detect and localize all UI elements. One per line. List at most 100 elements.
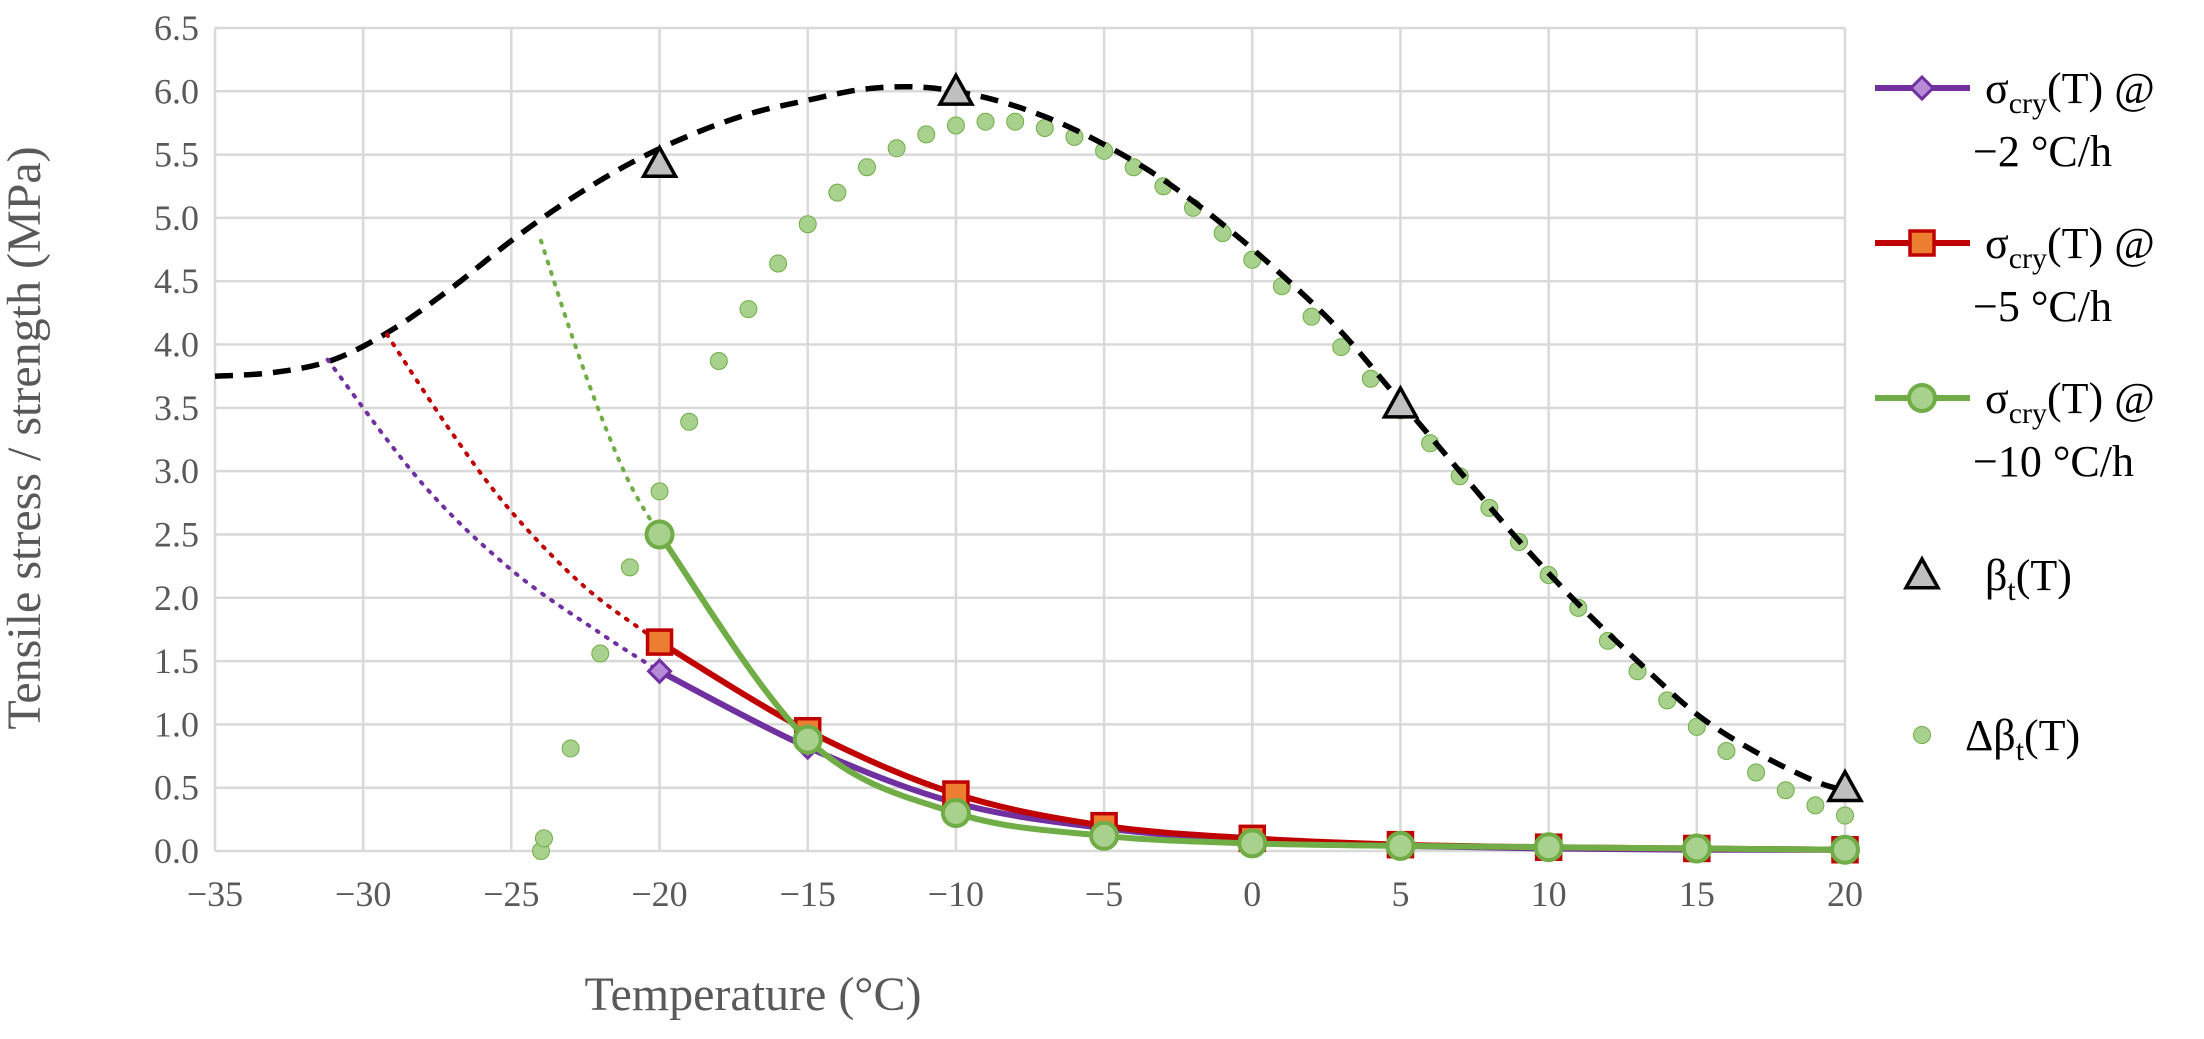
- delta-beta-point: [887, 139, 906, 158]
- extrapolation-line-green: [539, 238, 662, 537]
- delta-beta-point: [620, 558, 639, 577]
- y-tick-label: 0.0: [154, 831, 199, 871]
- sigma-point-green: [644, 519, 675, 550]
- beta-point: [936, 71, 975, 106]
- delta-beta-point: [1836, 806, 1854, 825]
- x-tick-label: −5: [1085, 874, 1123, 914]
- delta-beta-point: [1302, 307, 1321, 326]
- y-tick-label: 2.0: [154, 578, 199, 618]
- delta-beta-point: [1332, 338, 1351, 357]
- delta-beta-point: [561, 739, 580, 758]
- y-tick-label: 1.0: [154, 704, 199, 744]
- x-tick-label: −35: [187, 874, 243, 914]
- x-tick-label: −10: [928, 874, 984, 914]
- delta-beta-point: [798, 215, 817, 234]
- delta-beta-point: [769, 254, 788, 273]
- delta-beta-point: [976, 112, 995, 131]
- delta-beta-point: [1361, 369, 1380, 388]
- series-sigma-green: [644, 519, 1860, 865]
- x-axis-title: Temperature (°C): [584, 968, 921, 1021]
- x-tick-labels: −35 −30 −25 −20 −15 −10 −5 0 5 10 15 20: [187, 874, 1863, 914]
- delta-beta-point: [680, 412, 699, 431]
- y-tick-label: 3.5: [154, 388, 199, 428]
- legend-marker: [1908, 74, 1936, 102]
- y-tick-label: 3.0: [154, 451, 199, 491]
- legend-label-line2: −2 °C/h: [1973, 127, 2112, 176]
- sigma-point-green: [1385, 830, 1416, 861]
- legend-item-green: σcry(T) @ −10 °C/h: [1875, 374, 2155, 486]
- delta-beta-point: [858, 158, 876, 177]
- y-tick-label: 1.5: [154, 641, 199, 681]
- delta-beta-point: [828, 183, 847, 202]
- delta-beta-point: [946, 116, 965, 135]
- sigma-point-green: [1237, 828, 1268, 859]
- sigma-point-green: [1681, 833, 1712, 864]
- delta-beta-point: [1806, 796, 1825, 815]
- extrapolation-line-red: [384, 332, 662, 645]
- legend-label-line2: −5 °C/h: [1973, 282, 2112, 331]
- y-tick-label: 5.0: [154, 198, 199, 238]
- legend-marker: [1903, 555, 1941, 590]
- series-delta-beta: [532, 112, 1854, 860]
- x-tick-label: 0: [1243, 874, 1261, 914]
- beta-point: [1826, 768, 1864, 803]
- legend-marker: [1913, 726, 1931, 744]
- legend-marker: [1907, 383, 1937, 413]
- legend-item-delta-beta: Δβt(T): [1913, 711, 2080, 767]
- delta-beta-point: [1747, 763, 1766, 782]
- beta-point: [1381, 384, 1420, 419]
- delta-beta-point: [591, 644, 610, 663]
- sigma-point-green: [1089, 820, 1120, 851]
- x-tick-label: 20: [1827, 874, 1863, 914]
- y-tick-label: 4.5: [154, 261, 199, 301]
- series-beta: [214, 71, 1864, 803]
- x-tick-label: −20: [631, 874, 687, 914]
- delta-beta-point: [1687, 717, 1706, 736]
- sigma-point-green: [940, 798, 971, 829]
- x-tick-label: 15: [1679, 874, 1715, 914]
- y-tick-label: 0.5: [154, 768, 199, 808]
- x-tick-label: −30: [335, 874, 391, 914]
- y-tick-label: 5.5: [154, 135, 199, 175]
- y-tick-label: 6.0: [154, 71, 199, 111]
- y-axis-title: Tensile stress / strength (MPa): [0, 146, 51, 729]
- delta-beta-point: [1717, 741, 1736, 760]
- delta-beta-point: [534, 829, 553, 848]
- sigma-point-purple: [646, 658, 673, 685]
- x-tick-label: −15: [780, 874, 836, 914]
- beta-point: [640, 143, 679, 179]
- delta-beta-point: [1658, 691, 1677, 710]
- x-tick-label: 5: [1391, 874, 1409, 914]
- y-tick-label: 6.5: [154, 8, 199, 48]
- legend-label: σcry(T) @: [1985, 64, 2155, 120]
- legend-label: σcry(T) @: [1985, 374, 2155, 430]
- legend-item-purple: σcry(T) @ −2 °C/h: [1875, 64, 2155, 176]
- delta-beta-point: [1035, 119, 1054, 138]
- delta-beta-point: [650, 482, 669, 501]
- y-tick-label: 2.5: [154, 514, 199, 554]
- legend-item-beta: βt(T): [1903, 551, 2072, 607]
- grid: [213, 26, 1847, 853]
- delta-beta-point: [1006, 112, 1025, 131]
- delta-beta-point: [1776, 781, 1795, 800]
- extrapolation-line-purple: [325, 357, 662, 674]
- plot-area: [214, 71, 1864, 865]
- sigma-point-red: [645, 628, 674, 656]
- sigma-point-green: [1830, 834, 1860, 865]
- sigma-point-green: [1533, 832, 1564, 863]
- legend-label: Δβt(T): [1965, 711, 2080, 767]
- y-tick-labels: 0.0 0.5 1.0 1.5 2.0 2.5 3.0 3.5 4.0 4.5 5.0 5.5 6.0 6…: [154, 8, 199, 871]
- legend-label: βt(T): [1985, 551, 2072, 607]
- legend-item-red: σcry(T) @ −5 °C/h: [1875, 219, 2155, 331]
- legend-marker: [1908, 229, 1936, 257]
- delta-beta-point: [709, 351, 728, 370]
- x-tick-label: −25: [483, 874, 539, 914]
- legend-label-line2: −10 °C/h: [1973, 437, 2134, 486]
- delta-beta-point: [917, 125, 936, 144]
- sigma-point-green: [792, 724, 823, 755]
- delta-beta-point: [739, 300, 758, 319]
- legend-label: σcry(T) @: [1985, 219, 2155, 275]
- beta-fit-curve: [214, 83, 1846, 793]
